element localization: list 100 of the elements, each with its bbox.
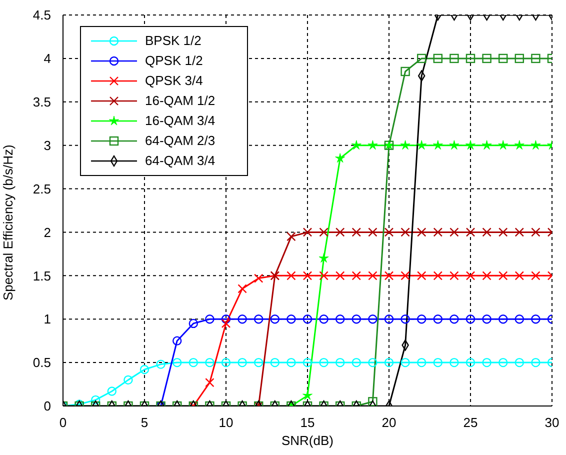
point <box>270 358 280 368</box>
point <box>336 228 345 237</box>
point <box>417 54 426 64</box>
point <box>465 140 476 150</box>
point <box>384 228 394 237</box>
point <box>400 314 410 324</box>
x-tick-label: 0 <box>59 415 67 430</box>
point <box>384 358 394 368</box>
point <box>336 358 345 368</box>
point <box>400 140 410 150</box>
point <box>124 375 133 385</box>
point <box>417 358 426 368</box>
point <box>384 271 394 280</box>
point <box>368 397 378 406</box>
point <box>530 140 541 150</box>
point <box>107 386 116 396</box>
point <box>205 378 214 388</box>
point <box>302 228 312 237</box>
point <box>531 358 540 368</box>
point <box>368 140 378 150</box>
point <box>254 314 264 324</box>
y-tick-label: 3.5 <box>32 94 51 110</box>
point <box>221 358 231 368</box>
point <box>450 271 459 280</box>
point <box>302 390 313 400</box>
point <box>450 228 459 237</box>
point <box>498 314 508 324</box>
point <box>498 140 508 150</box>
point <box>91 395 100 405</box>
point <box>352 314 361 324</box>
point <box>433 314 442 324</box>
point <box>140 364 150 374</box>
x-tick-label: 30 <box>544 415 560 430</box>
point <box>498 54 508 64</box>
y-tick-label: 4.5 <box>32 8 51 23</box>
y-tick-label: 1.5 <box>32 268 51 284</box>
y-tick-label: 3 <box>44 138 51 153</box>
legend-label: 16-QAM 1/2 <box>145 92 216 110</box>
legend-label: QPSK 3/4 <box>145 72 203 90</box>
point <box>318 253 329 263</box>
y-tick-label: 2 <box>44 224 51 240</box>
point <box>188 358 198 368</box>
point <box>384 314 394 324</box>
legend-label: 64-QAM 3/4 <box>145 152 216 170</box>
point <box>319 314 328 324</box>
point <box>336 314 345 324</box>
point <box>498 271 508 280</box>
point <box>466 314 476 324</box>
point <box>482 140 492 150</box>
legend-label: 64-QAM 2/3 <box>145 132 216 150</box>
point <box>400 66 410 76</box>
point <box>221 314 231 324</box>
point <box>368 228 378 237</box>
point <box>450 314 459 324</box>
point <box>482 314 492 324</box>
point <box>400 271 410 280</box>
point <box>172 358 182 368</box>
point <box>205 358 214 368</box>
point <box>466 228 476 237</box>
point <box>270 314 280 324</box>
x-tick-label: 15 <box>300 415 315 430</box>
point <box>450 358 459 368</box>
x-tick-label: 10 <box>218 415 234 430</box>
point <box>286 271 296 280</box>
point <box>254 358 264 368</box>
legend-label: BPSK 1/2 <box>145 32 202 50</box>
point <box>188 318 198 328</box>
point <box>531 54 540 64</box>
y-tick-label: 4 <box>44 51 51 66</box>
x-axis-title: SNR(dB) <box>281 433 334 448</box>
point <box>531 228 540 237</box>
point <box>221 318 231 328</box>
point <box>466 271 476 280</box>
point <box>432 140 443 150</box>
point <box>482 54 492 64</box>
point <box>482 228 492 237</box>
point <box>286 358 296 368</box>
point <box>352 228 361 237</box>
point <box>368 271 378 280</box>
point <box>319 358 328 368</box>
y-tick-label: 0 <box>44 398 51 414</box>
point <box>238 314 247 324</box>
point <box>302 314 312 324</box>
point <box>319 271 328 280</box>
point <box>433 358 442 368</box>
point <box>335 153 346 163</box>
point <box>368 358 378 368</box>
point <box>417 314 426 324</box>
point <box>238 358 247 368</box>
legend-label: 16-QAM 3/4 <box>145 112 216 130</box>
legend-label: QPSK 1/2 <box>145 52 203 70</box>
x-tick-label: 25 <box>463 415 478 430</box>
point <box>319 228 328 237</box>
point <box>302 358 312 368</box>
point <box>238 284 247 294</box>
point <box>531 271 540 280</box>
point <box>351 140 362 150</box>
point <box>514 54 524 64</box>
y-axis-title: Spectral Efficiency (b/s/Hz) <box>0 144 16 300</box>
point <box>172 336 182 346</box>
